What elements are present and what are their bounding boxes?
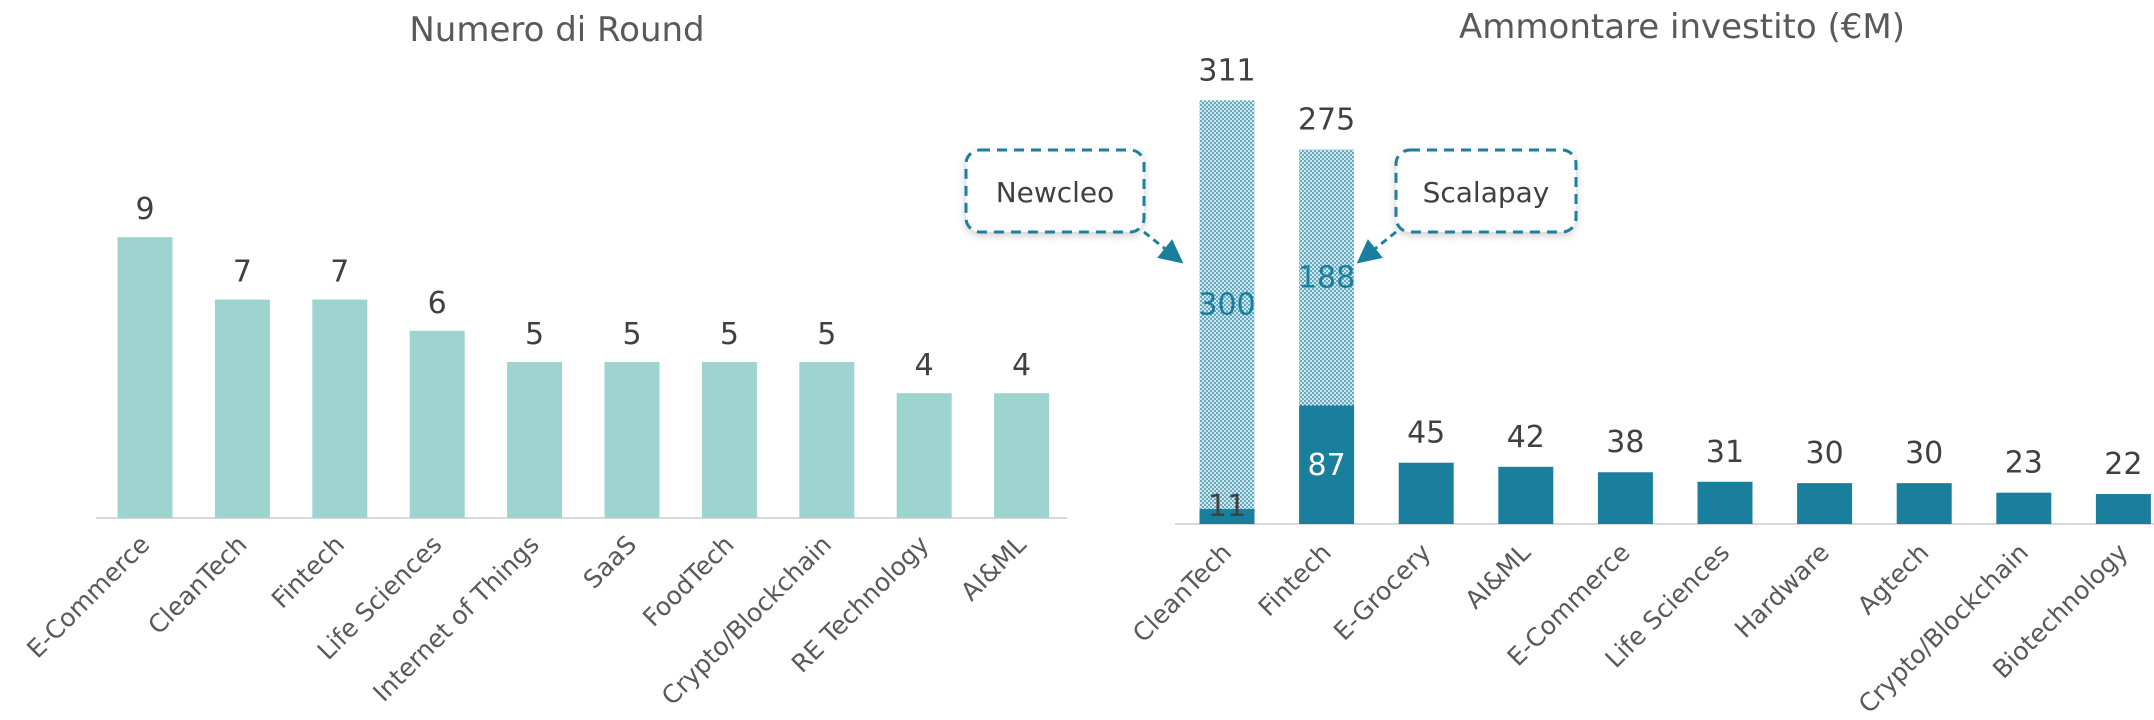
rounds-tick-label: E-Commerce	[21, 530, 155, 664]
amount-other-rounds-label: 87	[1308, 448, 1346, 483]
scalapay-callout-box	[1394, 148, 1578, 234]
amount-tick-label: CleanTech	[1127, 538, 1237, 648]
scalapay-callout-text: Scalapay	[1423, 176, 1550, 209]
rounds-bar-ai-ml	[994, 393, 1050, 518]
amount-bar-agtech	[1896, 483, 1952, 524]
rounds-bar-cleantech	[214, 299, 270, 518]
scalapay-callout: Scalapay	[1356, 148, 1578, 264]
amount-value-label: 31	[1706, 435, 1744, 470]
amount-value-label: 22	[2104, 447, 2142, 482]
amount-tick-label: Crypto/Blockchain	[1853, 538, 2034, 719]
rounds-value-label: 4	[1012, 348, 1031, 383]
amount-bar-ai-ml	[1498, 466, 1554, 524]
amount-value-label: 311	[1198, 53, 1255, 88]
rounds-value-label: 5	[525, 317, 544, 352]
rounds-value-label: 7	[233, 255, 252, 290]
rounds-tick-label: Internet of Things	[367, 530, 545, 708]
rounds-value-label: 7	[330, 255, 349, 290]
amount-bar-crypto-blockchain	[1996, 492, 2052, 524]
amount-large-round-label: 300	[1198, 288, 1255, 323]
amount-bar-e-grocery	[1398, 462, 1454, 524]
amount-chart-title: Ammontare investito (€M)	[1459, 7, 1905, 47]
amount-value-label: 42	[1507, 420, 1545, 455]
amount-bars: 300 11 311 CleanTech 188 87 275 Fintech 45 E-Groc…	[1127, 53, 2151, 719]
newcleo-callout-text: Newcleo	[996, 176, 1115, 209]
amount-value-label: 30	[1905, 436, 1943, 471]
amount-bar-cleantech	[1199, 509, 1255, 524]
newcleo-callout: Newcleo	[964, 148, 1184, 264]
amount-chart: Ammontare investito (€M) 300 11 311 CleanTe…	[964, 7, 2154, 719]
rounds-value-label: 5	[720, 317, 739, 352]
amount-bar-fintech	[1299, 405, 1355, 524]
rounds-value-label: 9	[135, 192, 154, 227]
amount-bar-hardware	[1797, 483, 1853, 524]
rounds-chart-title: Numero di Round	[409, 10, 704, 50]
rounds-bar-life-sciences	[409, 330, 465, 518]
amount-tick-label: Agtech	[1852, 538, 1935, 621]
rounds-value-label: 5	[622, 317, 641, 352]
scalapay-callout-arrow	[1356, 230, 1397, 264]
rounds-tick-label: SaaS	[578, 530, 643, 595]
rounds-chart: Numero di Round 9 E-Commerce 7 CleanTech 7 Fi…	[21, 10, 1067, 711]
amount-value-label: 23	[2005, 446, 2043, 481]
amount-bar-life-sciences	[1697, 481, 1753, 524]
amount-bar-cleantech-large-round	[1199, 100, 1255, 510]
rounds-bar-e-commerce	[117, 237, 173, 518]
rounds-bar-crypto-blockchain	[799, 362, 855, 518]
amount-tick-label: Fintech	[1253, 538, 1337, 622]
rounds-value-label: 4	[915, 348, 934, 383]
rounds-bar-re-technology	[896, 393, 952, 518]
amount-bar-e-commerce	[1597, 472, 1653, 524]
amount-large-round-label: 188	[1298, 260, 1355, 295]
rounds-tick-label: AI&ML	[955, 530, 1032, 607]
newcleo-callout-arrow	[1143, 230, 1184, 264]
amount-tick-label: E-Grocery	[1328, 538, 1437, 647]
rounds-bar-foodtech	[701, 362, 757, 518]
amount-tick-label: AI&ML	[1459, 538, 1536, 615]
rounds-value-label: 6	[428, 286, 447, 321]
amount-tick-label: Hardware	[1729, 538, 1835, 644]
rounds-tick-label: FoodTech	[637, 530, 739, 632]
amount-bar-fintech-large-round	[1299, 149, 1355, 406]
rounds-value-label: 5	[817, 317, 836, 352]
rounds-bar-fintech	[312, 299, 368, 518]
amount-value-label: 30	[1806, 436, 1844, 471]
amount-bar-biotechnology	[2095, 494, 2151, 524]
rounds-tick-label: Crypto/Blockchain	[656, 530, 837, 711]
rounds-bar-internet-of-things	[507, 362, 563, 518]
rounds-tick-label: Fintech	[266, 530, 350, 614]
rounds-bar-saas	[604, 362, 660, 518]
rounds-tick-label: CleanTech	[142, 530, 252, 640]
newcleo-callout-box	[964, 148, 1146, 234]
amount-value-label: 275	[1298, 102, 1355, 137]
amount-value-label: 38	[1606, 425, 1644, 460]
amount-other-rounds-label: 11	[1208, 489, 1246, 524]
amount-value-label: 45	[1407, 416, 1445, 451]
